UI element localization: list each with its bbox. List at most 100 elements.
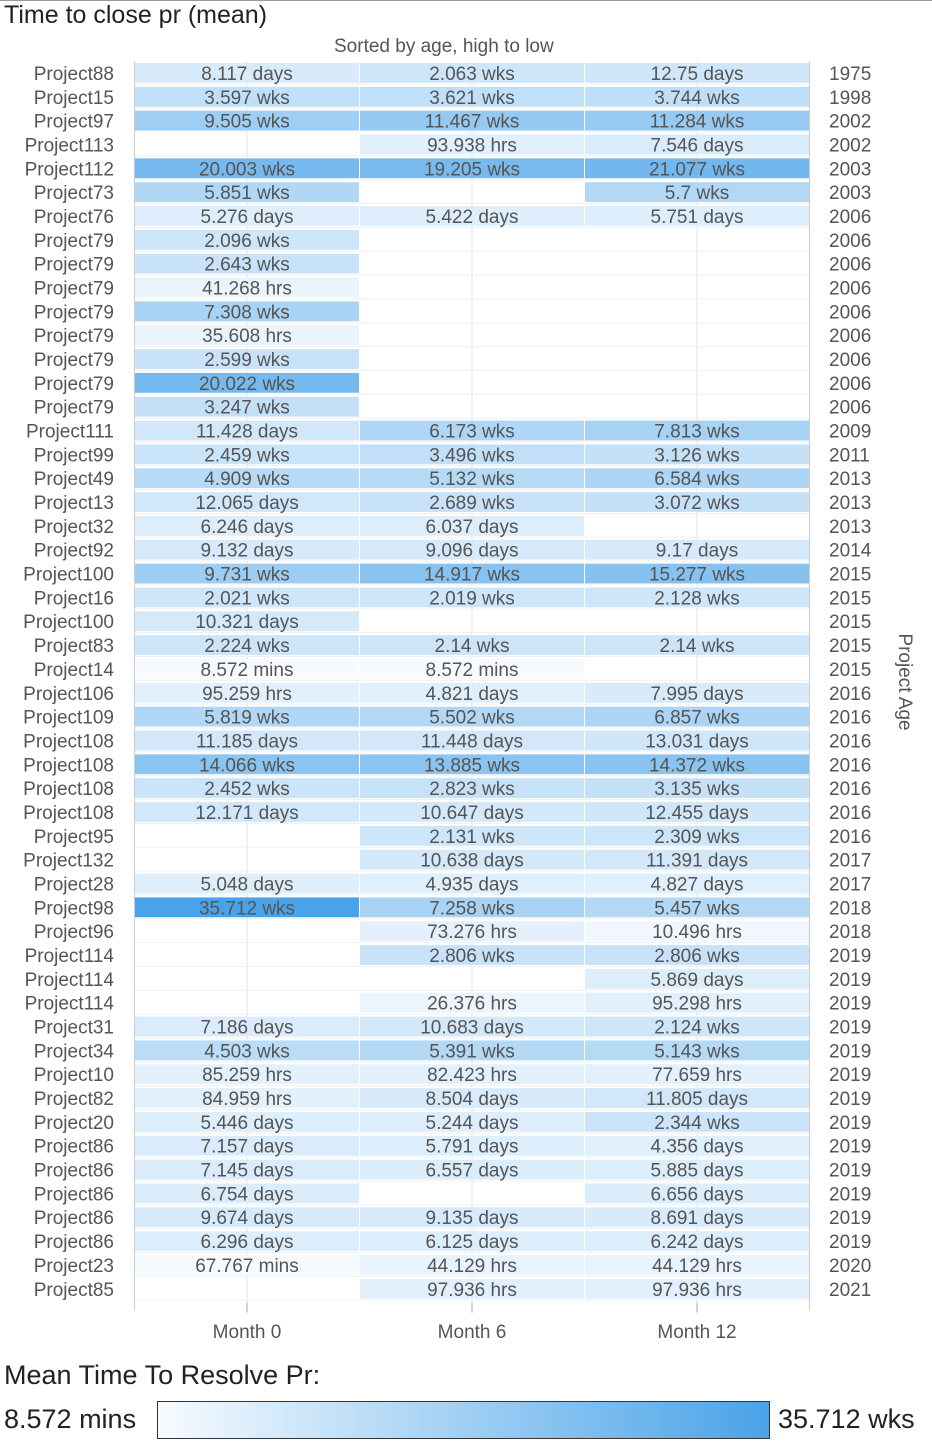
- row-label-year: 2006: [829, 278, 871, 299]
- row-label-year: 2006: [829, 302, 871, 323]
- cell-label: 10.683 days: [420, 1018, 524, 1039]
- row-label-project: Project88: [34, 64, 114, 85]
- heatmap-cell: [360, 1088, 584, 1108]
- heatmap-cell: [135, 492, 359, 512]
- cell-label: 5.7 wks: [665, 183, 729, 204]
- row-label-year: 2019: [829, 1065, 871, 1086]
- heatmap-cell: [360, 1135, 584, 1156]
- heatmap-cell: [135, 1231, 359, 1251]
- heatmap-cell: [135, 1255, 359, 1275]
- heatmap-cell: [360, 110, 584, 131]
- cell-label: 10.496 hrs: [652, 922, 742, 943]
- row-label-project: Project100: [23, 565, 114, 586]
- cell-label: 6.173 wks: [429, 422, 515, 443]
- cell-label: 5.457 wks: [654, 898, 740, 919]
- heatmap-cell: [360, 1255, 584, 1275]
- heatmap-cell: [135, 897, 359, 918]
- row-label-project: Project114: [25, 970, 115, 991]
- row-label-project: Project79: [34, 302, 114, 323]
- heatmap-cell: [585, 182, 809, 203]
- cell-label: 6.584 wks: [654, 469, 740, 490]
- row-label-project: Project86: [34, 1208, 114, 1229]
- cell-label: 4.356 days: [651, 1137, 744, 1158]
- legend-min-label: 8.572 mins: [4, 1404, 137, 1434]
- heatmap-cell: [360, 945, 584, 965]
- cell-label: 8.572 mins: [426, 660, 519, 681]
- heatmap-cell: [135, 86, 359, 107]
- heatmap-cell: [135, 802, 359, 822]
- row-label-project: Project108: [23, 779, 114, 800]
- row-label-year: 2018: [829, 922, 871, 943]
- top-border: [0, 0, 932, 1]
- row-label-project: Project114: [25, 946, 115, 967]
- row-label-year: 2016: [829, 803, 871, 824]
- heatmap-cell: [585, 110, 809, 131]
- cell-label: 14.372 wks: [649, 755, 745, 776]
- cell-label: 11.805 days: [646, 1089, 748, 1110]
- heatmap-cell: [135, 659, 359, 679]
- heatmap-cell: [360, 468, 584, 489]
- cell-label: 19.205 wks: [424, 159, 520, 180]
- heatmap-cell: [360, 730, 584, 751]
- heatmap-cell: [585, 206, 809, 226]
- heatmap-cell: [135, 515, 359, 536]
- row-label-year: 2019: [829, 994, 871, 1015]
- row-label-year: 2016: [829, 731, 871, 752]
- heatmap-cell: [585, 802, 809, 822]
- row-label-project: Project132: [23, 851, 114, 872]
- cell-label: 13.885 wks: [424, 755, 520, 776]
- heatmap-cell: [585, 754, 809, 775]
- heatmap-cell: [360, 63, 584, 83]
- cell-label: 97.936 hrs: [652, 1280, 742, 1301]
- row-label-year: 2006: [829, 207, 871, 228]
- cell-label: 14.917 wks: [424, 565, 520, 586]
- heatmap-cell: [135, 253, 359, 274]
- cell-label: 10.638 days: [420, 851, 524, 872]
- heatmap-cell: [585, 1088, 809, 1108]
- cell-label: 5.751 days: [651, 207, 744, 228]
- heatmap-cell: [135, 1088, 359, 1108]
- row-label-project: Project76: [34, 207, 114, 228]
- cell-label: 7.186 days: [201, 1018, 294, 1039]
- heatmap-cell: [135, 158, 359, 179]
- cell-label: 10.321 days: [195, 612, 299, 633]
- cell-label: 77.659 hrs: [652, 1065, 742, 1086]
- legend-max-label: 35.712 wks: [778, 1404, 915, 1434]
- row-label-year: 1998: [829, 88, 871, 109]
- row-label-year: 2009: [829, 422, 871, 443]
- cell-label: 11.284 wks: [650, 112, 745, 133]
- row-label-project: Project108: [23, 755, 114, 776]
- cell-label: 9.135 days: [426, 1208, 519, 1229]
- heatmap-cell: [360, 1040, 584, 1061]
- heatmap-cell: [585, 945, 809, 965]
- legend-color-scale: [157, 1401, 770, 1439]
- row-label-year: 2021: [829, 1280, 871, 1301]
- row-label-project: Project31: [34, 1018, 114, 1039]
- cell-label: 6.125 days: [426, 1232, 519, 1253]
- heatmap-cell: [135, 206, 359, 226]
- row-label-year: 2019: [829, 1089, 871, 1110]
- heatmap-cell: [135, 682, 359, 703]
- row-label-project: Project85: [34, 1280, 114, 1301]
- cell-label: 2.309 wks: [654, 827, 740, 848]
- cell-label: 7.157 days: [201, 1137, 294, 1158]
- heatmap-cell: [585, 1255, 809, 1275]
- row-label-project: Project28: [34, 874, 114, 895]
- heatmap-cell: [135, 1135, 359, 1156]
- row-label-project: Project95: [34, 827, 114, 848]
- heatmap-cell: [135, 1159, 359, 1180]
- cell-label: 5.851 wks: [204, 183, 290, 204]
- cell-label: 97.936 hrs: [427, 1280, 517, 1301]
- row-label-year: 2019: [829, 1208, 871, 1229]
- row-label-year: 2006: [829, 350, 871, 371]
- cell-label: 3.597 wks: [204, 88, 290, 109]
- heatmap-cell: [360, 992, 584, 1013]
- cell-label: 12.171 days: [195, 803, 299, 824]
- row-label-project: Project83: [34, 636, 114, 657]
- heatmap-cell: [585, 563, 809, 584]
- cell-label: 5.244 days: [426, 1113, 519, 1134]
- heatmap-cell: [360, 86, 584, 107]
- heatmap-cell: [360, 921, 584, 942]
- row-label-project: Project23: [34, 1256, 114, 1277]
- heatmap-cell: [360, 1207, 584, 1228]
